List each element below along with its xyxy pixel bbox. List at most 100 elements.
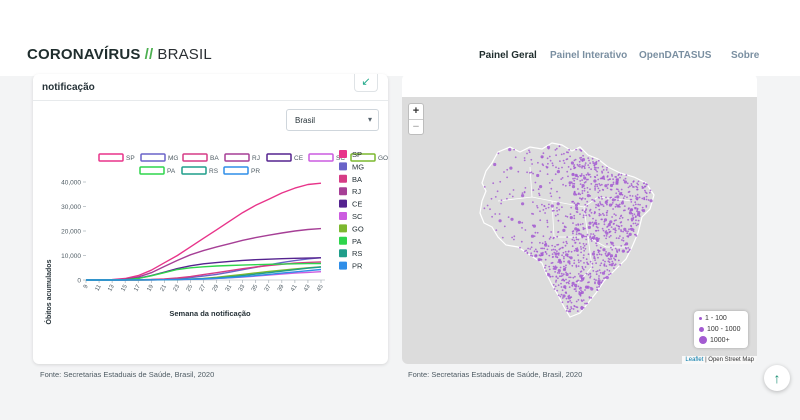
case-dot xyxy=(587,157,590,159)
case-dot xyxy=(495,229,498,232)
case-dot xyxy=(521,221,524,224)
case-dot xyxy=(580,156,583,159)
case-dot xyxy=(613,257,615,260)
x-tick-label: 23 xyxy=(173,283,182,292)
case-dot xyxy=(565,264,567,267)
leaflet-link[interactable]: Leaflet xyxy=(685,357,704,363)
case-dot xyxy=(619,176,621,179)
case-dot xyxy=(564,215,567,217)
map-card-header xyxy=(402,74,757,97)
case-dot xyxy=(597,196,600,199)
case-dot xyxy=(548,238,551,240)
case-dot xyxy=(610,196,612,199)
zoom-out-button[interactable]: − xyxy=(409,119,423,134)
case-dot xyxy=(558,260,563,264)
legend-box-sc xyxy=(339,212,347,220)
case-dot xyxy=(563,285,567,289)
case-dot xyxy=(491,215,493,218)
case-dot xyxy=(611,173,613,176)
case-dot xyxy=(589,235,592,238)
brazil-map[interactable]: + − 1 - 100 100 - 1000 1000+ Leaflet | O… xyxy=(402,97,757,364)
case-dot xyxy=(599,214,602,216)
case-dot xyxy=(566,307,569,310)
case-dot xyxy=(582,214,585,217)
case-dot xyxy=(580,251,582,254)
case-dot xyxy=(573,165,575,168)
chart-series-lines xyxy=(86,182,322,281)
case-dot xyxy=(563,260,565,263)
brazil-map-canvas xyxy=(479,142,655,318)
brand-title: CORONAVÍRUS xyxy=(27,46,141,63)
case-dot xyxy=(590,286,592,289)
nav-sobre[interactable]: Sobre xyxy=(731,50,760,61)
legend-box-pr xyxy=(339,261,347,270)
case-dot xyxy=(608,261,611,264)
case-dot xyxy=(582,256,585,259)
case-dot xyxy=(569,272,572,275)
case-dot xyxy=(571,284,573,287)
case-dot xyxy=(630,217,634,221)
scroll-to-top-button[interactable]: ↑ xyxy=(764,365,790,391)
case-dot xyxy=(579,294,582,297)
case-dot xyxy=(577,175,579,178)
case-dot xyxy=(569,300,572,302)
case-dot xyxy=(636,210,638,213)
case-dot xyxy=(508,193,511,195)
case-dot xyxy=(622,239,625,242)
case-dot xyxy=(627,250,630,253)
case-dot xyxy=(544,251,547,253)
x-tick-label: 13 xyxy=(107,283,116,292)
case-dot xyxy=(600,195,603,198)
case-dot xyxy=(580,198,583,201)
nav-painel-interativo[interactable]: Painel Interativo xyxy=(550,50,628,61)
case-dot xyxy=(626,235,629,238)
case-dot xyxy=(606,166,608,169)
case-dot xyxy=(588,214,590,216)
case-dot xyxy=(601,198,603,200)
case-dot xyxy=(573,305,576,307)
case-dot xyxy=(598,205,600,207)
case-dot xyxy=(563,257,565,260)
case-dot xyxy=(591,221,594,224)
case-dot xyxy=(585,214,587,217)
case-dot xyxy=(536,173,540,178)
case-dot xyxy=(581,234,584,237)
legend-swatch-mg xyxy=(140,153,166,162)
nav-opendatasus[interactable]: OpenDATASUS xyxy=(639,50,712,61)
case-dot xyxy=(601,188,604,191)
case-dot xyxy=(641,197,644,200)
expand-button[interactable]: ↙ xyxy=(354,74,378,92)
case-dot xyxy=(570,306,572,308)
case-dot xyxy=(536,231,539,234)
case-dot xyxy=(551,275,554,278)
legend-box-rs xyxy=(339,249,347,258)
case-dot xyxy=(636,186,639,189)
case-dot xyxy=(582,268,585,271)
region-select[interactable]: Brasil ▾ xyxy=(286,109,379,131)
case-dot xyxy=(599,246,602,249)
case-dot xyxy=(600,262,603,265)
case-dot xyxy=(565,310,568,312)
nav-painel-geral[interactable]: Painel Geral xyxy=(479,50,537,61)
zoom-in-button[interactable]: + xyxy=(412,105,420,117)
case-dot xyxy=(508,148,512,152)
case-dot xyxy=(572,276,575,279)
case-dot xyxy=(623,227,627,231)
case-dot xyxy=(646,183,648,186)
case-dot xyxy=(562,228,566,232)
case-dot xyxy=(590,297,593,299)
brand-logo[interactable]: CORONAVÍRUS // BRASIL xyxy=(27,46,212,63)
case-dot xyxy=(631,195,634,197)
case-dot xyxy=(608,178,611,181)
case-dot xyxy=(556,256,559,259)
case-dot xyxy=(582,154,584,157)
case-dot xyxy=(539,170,542,172)
case-dot xyxy=(554,252,558,256)
deaths-line-chart: SP MG BA RJ CE SC GO PA RS PR SP MG BA RJ CE SC GO PA RS P… xyxy=(44,150,388,324)
case-dot xyxy=(609,234,612,237)
case-dot xyxy=(560,286,563,288)
case-dot xyxy=(605,251,607,253)
case-dot xyxy=(496,190,499,193)
case-dot xyxy=(604,252,607,255)
case-dot xyxy=(614,196,617,199)
